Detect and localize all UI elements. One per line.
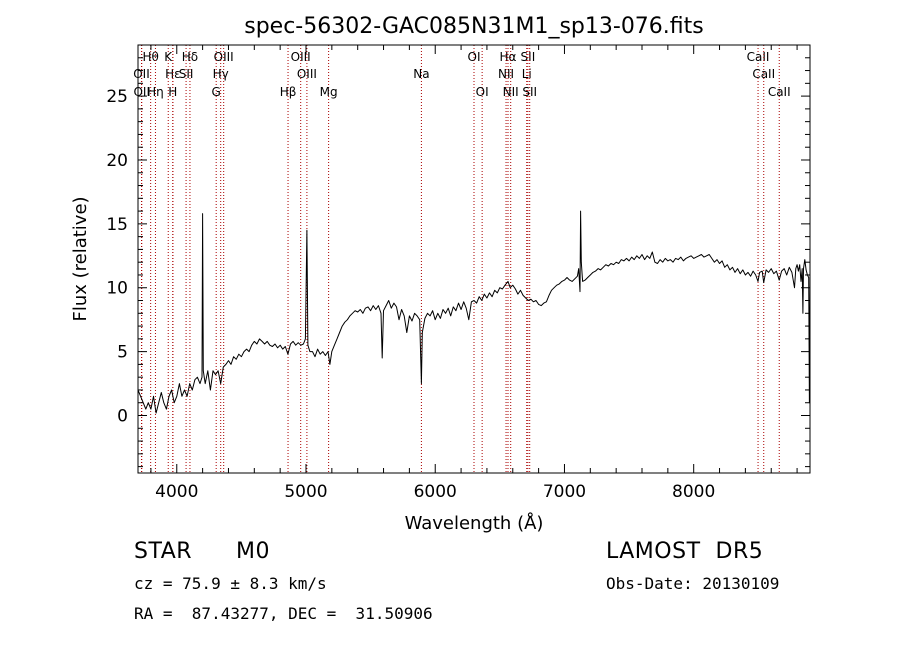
object-subclass: M0 [236, 539, 270, 564]
x-tick-label-1: 5000 [284, 482, 327, 502]
line-label-8: CaII [747, 50, 770, 64]
observation-date: Obs-Date: 20130109 [606, 574, 780, 593]
sky-coordinates: RA = 87.43277, DEC = 31.50906 [134, 604, 433, 623]
survey-name: LAMOST DR5 [606, 539, 764, 564]
line-label-15: Li [522, 67, 532, 81]
y-axis-label: Flux (relative) [70, 196, 91, 321]
spectrum-layer [137, 210, 811, 414]
line-label-22: Mg [320, 85, 338, 99]
y-tick-label-3: 15 [106, 215, 128, 235]
object-class: STAR [134, 539, 193, 564]
line-label-1: K [164, 50, 173, 64]
line-label-27: CaII [768, 85, 791, 99]
y-tick-label-1: 5 [117, 343, 128, 363]
line-label-25: NII [503, 85, 519, 99]
y-tick-label-2: 10 [106, 279, 128, 299]
line-label-7: SII [521, 50, 536, 64]
line-label-13: OIII [297, 67, 317, 81]
line-label-6: Hα [500, 50, 517, 64]
line-label-5: OI [468, 50, 481, 64]
axis-layer: 4000 5000 6000 7000 8000 0 5 10 15 20 25 [106, 45, 810, 502]
x-tick-label-4: 8000 [672, 482, 715, 502]
line-label-2: Hδ [182, 50, 198, 64]
line-label-0: Hθ [142, 50, 158, 64]
line-label-18: Hη [147, 85, 164, 99]
line-label-20: G [212, 85, 221, 99]
line-label-19: H [168, 85, 177, 99]
line-label-21: Hβ [280, 85, 297, 99]
plot-frame [137, 44, 811, 474]
line-label-14: NII [498, 67, 514, 81]
line-label-26: SII [522, 85, 537, 99]
x-axis-label: Wavelength (Å) [405, 512, 544, 534]
redshift-velocity: cz = 75.9 ± 8.3 km/s [134, 574, 327, 593]
x-tick-label-2: 6000 [414, 482, 457, 502]
chart-title: spec-56302-GAC085N31M1_sp13-076.fits [244, 14, 704, 39]
line-label-12: Hγ [213, 67, 229, 81]
line-label-4: OIII [291, 50, 311, 64]
spectrum-line [137, 210, 811, 414]
y-tick-label-4: 20 [106, 151, 128, 171]
line-label-16: CaII [752, 67, 775, 81]
y-tick-label-5: 25 [106, 87, 128, 107]
line-label-24: OI [476, 85, 489, 99]
x-tick-label-3: 7000 [543, 482, 586, 502]
line-label-3: OIII [214, 50, 234, 64]
y-tick-label-0: 0 [117, 407, 128, 427]
spectrum-chart: spec-56302-GAC085N31M1_sp13-076.fits Hθ K… [70, 14, 811, 534]
x-tick-label-0: 4000 [155, 482, 198, 502]
line-label-9: OII [133, 67, 150, 81]
line-label-11: SII [179, 67, 194, 81]
line-label-23: Na [413, 67, 429, 81]
line-label-10: Hε [165, 67, 181, 81]
